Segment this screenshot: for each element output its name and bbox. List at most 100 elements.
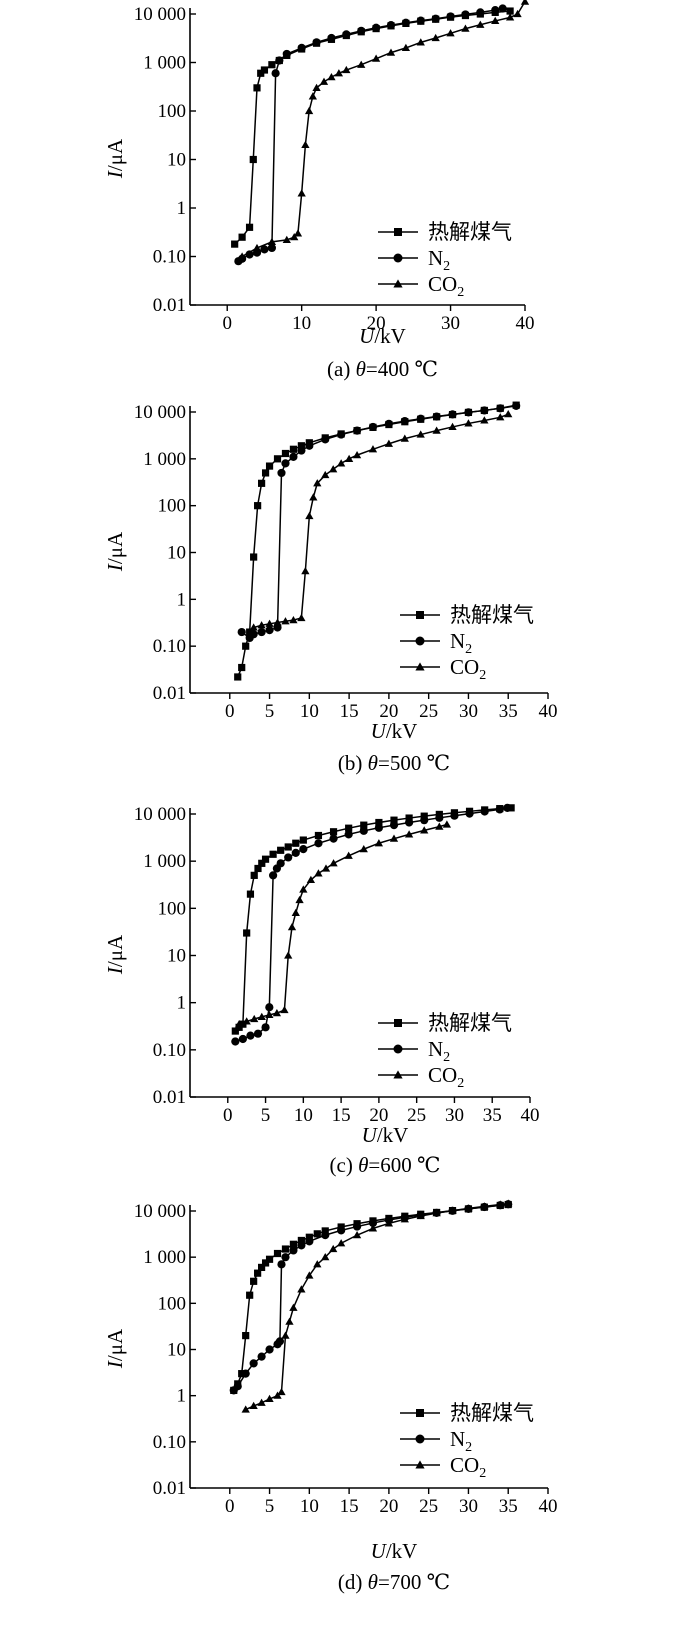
data-point [352, 450, 362, 459]
x-tick-label: 30 [459, 1496, 478, 1517]
data-point [257, 69, 265, 77]
data-point [405, 818, 414, 827]
x-tick-label: 40 [521, 1105, 540, 1126]
legend-marker [415, 1460, 425, 1469]
series-line [234, 10, 511, 245]
series-square [231, 7, 514, 248]
y-tick-label: 0.01 [153, 1087, 186, 1108]
data-point [261, 469, 270, 477]
data-point [268, 61, 276, 69]
data-point [305, 441, 314, 450]
legend-label: CO2 [450, 655, 486, 683]
data-point [384, 419, 393, 428]
data-point [299, 845, 308, 854]
data-point [420, 816, 429, 825]
data-point [289, 1240, 298, 1248]
data-point [289, 1303, 298, 1311]
data-point [357, 60, 366, 68]
data-point [249, 1359, 258, 1368]
data-point [257, 1398, 266, 1406]
data-point [400, 1215, 409, 1223]
data-point [491, 16, 500, 25]
data-point [245, 223, 254, 231]
data-point [272, 1008, 282, 1017]
data-point [281, 1331, 290, 1339]
data-point [267, 237, 277, 246]
y-axis-label: I/μA [103, 531, 127, 572]
data-point [464, 1204, 473, 1212]
data-point [238, 663, 246, 672]
data-point [504, 1199, 513, 1207]
data-point [352, 1230, 362, 1239]
data-point [249, 1401, 258, 1410]
x-tick-label: 5 [265, 1496, 275, 1517]
data-point [496, 1200, 505, 1208]
x-tick-label: 30 [459, 701, 478, 722]
y-axis-label: I/μA [103, 138, 127, 179]
data-point [480, 406, 489, 415]
data-point [504, 410, 513, 418]
data-point [312, 83, 321, 91]
data-point [446, 12, 455, 21]
data-point [252, 243, 262, 252]
y-tick-label: 100 [158, 496, 187, 517]
data-point [281, 1245, 290, 1253]
data-point [241, 1405, 250, 1413]
data-point [435, 822, 444, 830]
data-point [314, 839, 323, 848]
data-point [374, 823, 383, 832]
x-tick-label: 10 [294, 1105, 313, 1126]
data-point [250, 871, 258, 879]
x-tick-label: 5 [265, 701, 275, 722]
data-point [297, 189, 306, 197]
data-point [295, 895, 304, 904]
data-point [297, 442, 305, 450]
data-point [386, 21, 396, 30]
y-tick-label: 0.01 [153, 295, 186, 316]
data-point [242, 1017, 251, 1025]
series-circle [231, 803, 512, 1046]
data-point [352, 426, 362, 435]
data-point [250, 1014, 259, 1023]
data-point [448, 1206, 457, 1214]
data-point [273, 455, 282, 463]
data-point [386, 48, 396, 56]
data-point [327, 72, 336, 81]
y-tick-label: 1 [177, 993, 187, 1014]
y-tick-label: 10 [167, 150, 186, 171]
data-point [321, 470, 330, 479]
y-tick-label: 0.10 [153, 1432, 186, 1453]
legend-marker [394, 228, 402, 236]
y-tick-label: 10 000 [134, 804, 186, 825]
legend-label: CO2 [428, 1063, 464, 1091]
x-tick-label: 10 [292, 313, 311, 334]
data-point [271, 69, 280, 78]
data-point [448, 422, 457, 431]
data-point [257, 1012, 266, 1020]
data-point [234, 1020, 244, 1028]
x-tick-label: 25 [407, 1105, 426, 1126]
data-point [319, 77, 329, 85]
data-point [282, 49, 291, 59]
legend-marker [393, 1070, 403, 1079]
data-point [297, 43, 306, 53]
data-point [420, 826, 429, 834]
data-point [290, 233, 299, 241]
data-point [231, 1037, 240, 1046]
data-point [389, 834, 399, 842]
legend-marker [416, 1409, 424, 1417]
legend-marker [415, 662, 425, 671]
x-tick-label: 35 [499, 1496, 518, 1517]
legend-label: CO2 [450, 1453, 486, 1481]
data-point [368, 445, 378, 453]
legend-entry: 热解煤气 [378, 220, 512, 244]
data-point [359, 844, 368, 853]
x-tick-label: 40 [516, 313, 535, 334]
data-point [231, 1027, 239, 1035]
legend-entry: CO2 [400, 1453, 486, 1481]
data-point [345, 824, 353, 832]
x-tick-label: 5 [261, 1105, 271, 1126]
legend-marker [394, 1019, 402, 1027]
y-tick-label: 0.01 [153, 1478, 186, 1499]
data-point [359, 826, 368, 835]
